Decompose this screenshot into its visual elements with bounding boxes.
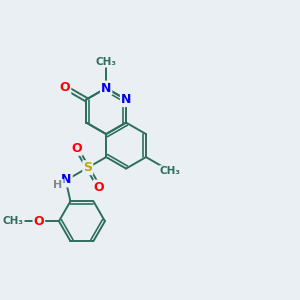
- Text: S: S: [83, 161, 92, 174]
- Text: H: H: [53, 180, 63, 190]
- Text: CH₃: CH₃: [160, 166, 181, 176]
- Text: N: N: [121, 93, 131, 106]
- Text: O: O: [94, 181, 104, 194]
- Text: O: O: [71, 142, 82, 155]
- Text: CH₃: CH₃: [96, 56, 117, 67]
- Text: O: O: [60, 81, 70, 94]
- Text: O: O: [34, 215, 44, 228]
- Text: N: N: [61, 173, 72, 186]
- Text: CH₃: CH₃: [3, 216, 24, 226]
- Text: N: N: [101, 82, 111, 94]
